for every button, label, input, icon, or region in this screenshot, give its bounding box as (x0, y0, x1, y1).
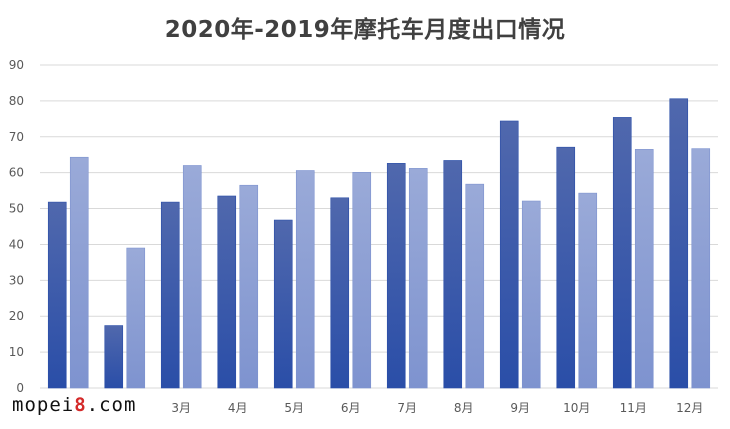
bar-series-2-5 (295, 170, 315, 389)
bar-series-1-8 (443, 160, 463, 389)
bar-series-1-10 (556, 146, 576, 389)
x-tick-label: 6月 (341, 401, 361, 415)
bar-series-2-6 (352, 172, 372, 389)
y-tick-label: 30 (9, 273, 24, 287)
bar-series-1-9 (499, 120, 519, 389)
bar-series-1-5 (273, 219, 293, 389)
watermark-highlight: 8 (74, 394, 87, 416)
bar-series-2-10 (578, 192, 598, 389)
bar-series-2-7 (408, 168, 428, 389)
watermark-suffix: .com (86, 394, 137, 416)
x-tick-label: 5月 (284, 401, 304, 415)
y-tick-label: 50 (9, 202, 24, 216)
x-tick-label: 12月 (676, 401, 703, 415)
bar-series-2-11 (634, 149, 654, 389)
bar-series-2-1 (69, 156, 89, 389)
bar-series-1-1 (47, 201, 67, 389)
y-tick-label: 10 (9, 345, 24, 359)
x-tick-label: 8月 (454, 401, 474, 415)
watermark-prefix: mopei (12, 394, 75, 416)
watermark-logo: mopei8.com (10, 394, 147, 416)
x-tick-label: 7月 (397, 401, 417, 415)
bar-series-1-7 (386, 163, 406, 389)
bar-series-1-11 (612, 117, 632, 389)
gridlines (40, 64, 718, 389)
x-axis-ticks: 1月2月3月4月5月6月7月8月9月10月11月12月 (58, 401, 703, 415)
bar-series-2-3 (182, 165, 202, 389)
x-tick-label: 4月 (228, 401, 248, 415)
y-tick-label: 80 (9, 94, 24, 108)
bar-series-1-3 (160, 201, 180, 389)
x-tick-label: 9月 (510, 401, 530, 415)
y-tick-label: 0 (16, 381, 24, 395)
x-tick-label: 11月 (620, 401, 647, 415)
x-tick-label: 3月 (171, 401, 191, 415)
y-tick-label: 40 (9, 237, 24, 251)
bar-series-2-8 (465, 183, 485, 389)
bar-series-1-2 (104, 325, 124, 389)
bar-series-2-9 (521, 200, 541, 389)
chart-title: 2020年-2019年摩托车月度出口情况 (164, 17, 566, 43)
bar-series-1-12 (669, 98, 689, 389)
y-tick-label: 70 (9, 130, 24, 144)
bar-series-2-2 (126, 247, 146, 389)
y-tick-label: 90 (9, 58, 24, 72)
y-axis-ticks: 0 10 20 30 40 50 60 70 80 90 (9, 58, 24, 395)
x-tick-label: 10月 (563, 401, 590, 415)
bar-series-1-4 (217, 195, 237, 389)
bar-series-2-4 (239, 184, 259, 389)
bar-series-1-6 (330, 197, 350, 389)
y-tick-label: 20 (9, 309, 24, 323)
y-tick-label: 60 (9, 166, 24, 180)
bar-series-2-12 (691, 148, 711, 389)
bars (47, 98, 711, 389)
